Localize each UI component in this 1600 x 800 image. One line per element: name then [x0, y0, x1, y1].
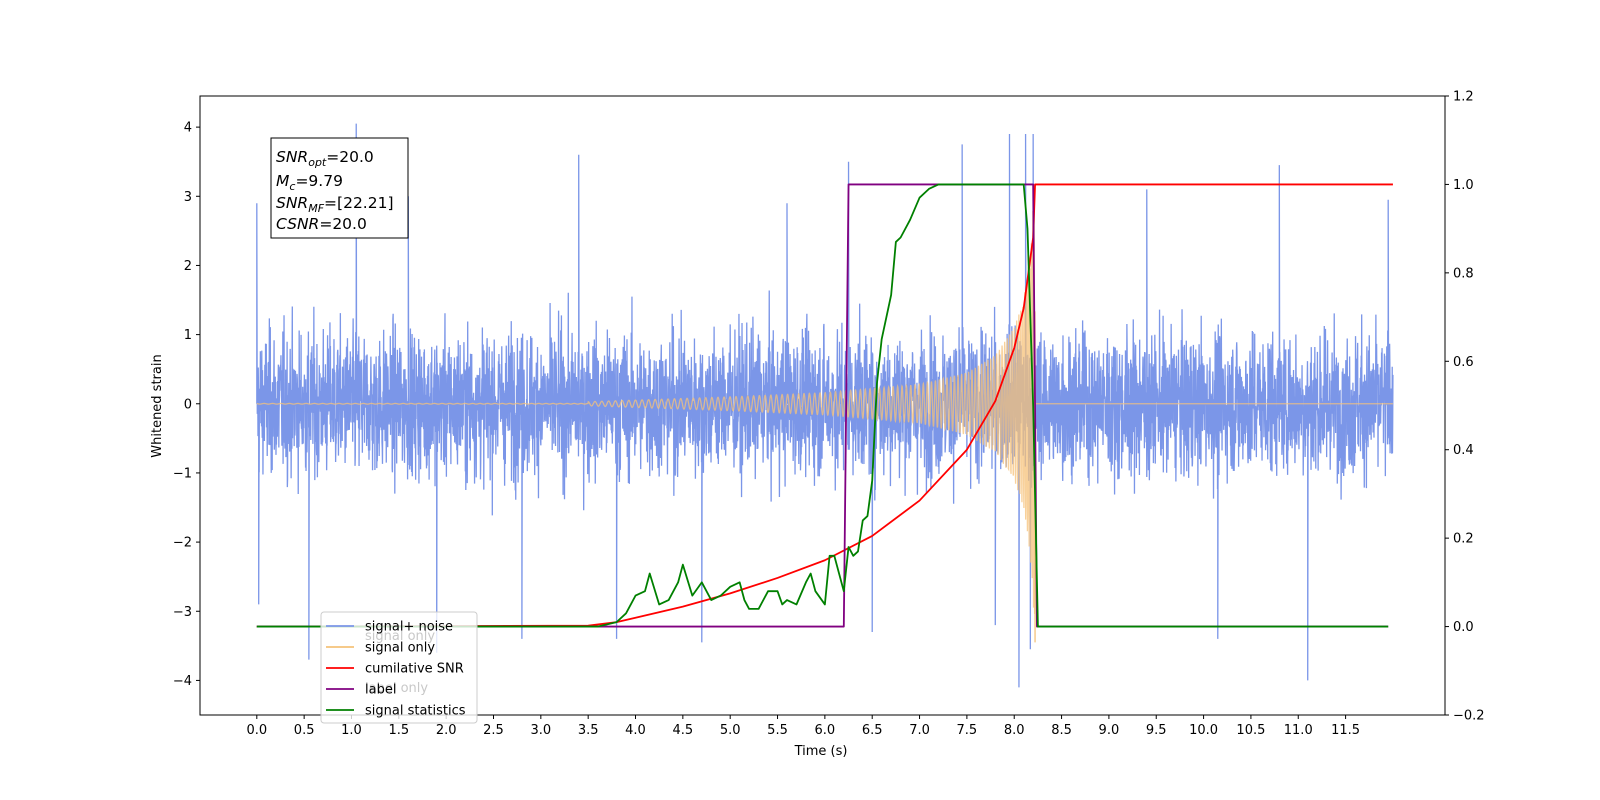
legend-background-text: signal only — [365, 629, 435, 644]
annotation-chirp-mass: Mc=9.79 — [276, 172, 343, 193]
y-axis-label: Whitened strain — [150, 354, 165, 457]
x-tick-label: 1.5 — [388, 723, 409, 738]
x-axis-label: Time (s) — [794, 744, 848, 759]
x-tick-label: 8.0 — [1004, 723, 1025, 738]
x-tick-label: 11.5 — [1331, 723, 1360, 738]
y-tick-label: 0 — [184, 397, 192, 412]
y-tick-label: 3 — [184, 190, 192, 205]
y2-tick-label: 0.8 — [1453, 266, 1474, 281]
x-tick-label: 7.0 — [909, 723, 930, 738]
y2-tick-label: 0.4 — [1453, 443, 1474, 458]
y-tick-label: −1 — [173, 466, 192, 481]
annotation-snr-mf: SNRMF=[22.21] — [276, 194, 394, 215]
x-tick-label: 4.0 — [625, 723, 646, 738]
legend-label: signal only — [365, 641, 435, 656]
y-tick-label: −4 — [173, 674, 192, 689]
legend-label: cumilative SNR — [365, 662, 464, 677]
y-tick-label: 4 — [184, 121, 192, 136]
series-cumulative-snr — [256, 183, 1393, 628]
x-tick-label: 2.0 — [436, 723, 457, 738]
y2-tick-label: 0.6 — [1453, 355, 1474, 370]
series-signal-only — [256, 200, 1393, 614]
y-tick-label: 1 — [184, 328, 192, 343]
y2-tick-label: −0.2 — [1453, 709, 1485, 724]
annotation-snr-opt: SNRopt=20.0 — [276, 148, 374, 169]
x-tick-label: 0.0 — [246, 723, 267, 738]
x-tick-label: 5.0 — [720, 723, 741, 738]
legend-label: label — [365, 683, 396, 698]
y-axis-right: 1.2 1.0 0.8 0.6 0.4 0.2 0.0 −0.2 — [1445, 90, 1485, 724]
y-tick-label: −3 — [173, 605, 192, 620]
x-tick-label: 10.5 — [1236, 723, 1265, 738]
y2-tick-label: 0.0 — [1453, 620, 1474, 635]
y2-tick-label: 0.2 — [1453, 532, 1474, 547]
y2-tick-label: 1.2 — [1453, 90, 1474, 105]
y-tick-label: 2 — [184, 259, 192, 274]
legend-background-text: label only — [365, 681, 428, 696]
x-tick-label: 4.5 — [673, 723, 694, 738]
series-signal-statistics — [256, 183, 1389, 628]
x-tick-label: 10.0 — [1189, 723, 1218, 738]
x-tick-label: 2.5 — [483, 723, 504, 738]
x-tick-label: 6.0 — [815, 723, 836, 738]
x-tick-label: 3.0 — [530, 723, 551, 738]
axes-frame — [199, 95, 1446, 716]
x-tick-label: 1.0 — [341, 723, 362, 738]
y-tick-label: −2 — [173, 536, 192, 551]
legend-label: signal+ noise — [365, 620, 453, 635]
x-tick-label: 6.5 — [862, 723, 883, 738]
x-tick-label: 9.5 — [1146, 723, 1167, 738]
x-tick-label: 3.5 — [578, 723, 599, 738]
x-tick-label: 0.5 — [294, 723, 315, 738]
x-tick-label: 9.0 — [1099, 723, 1120, 738]
legend-label: signal statistics — [365, 704, 466, 719]
annotation-csnr: CSNR=20.0 — [276, 215, 367, 233]
x-axis: 0.0 0.5 1.0 1.5 2.0 2.5 3.0 3.5 4.0 4.5 5.0 5.5 6.0 6… — [246, 715, 1360, 738]
x-tick-label: 11.0 — [1284, 723, 1313, 738]
x-tick-label: 5.5 — [767, 723, 788, 738]
series-layer — [256, 123, 1394, 688]
x-tick-label: 8.5 — [1051, 723, 1072, 738]
y-axis-left: 4 3 2 1 0 −1 −2 −3 −4 — [173, 121, 200, 689]
x-tick-label: 7.5 — [957, 723, 978, 738]
y2-tick-label: 1.0 — [1453, 178, 1474, 193]
snr-annotation-box: SNRopt=20.0 Mc=9.79 SNRMF=[22.21] CSNR=2… — [270, 137, 409, 239]
